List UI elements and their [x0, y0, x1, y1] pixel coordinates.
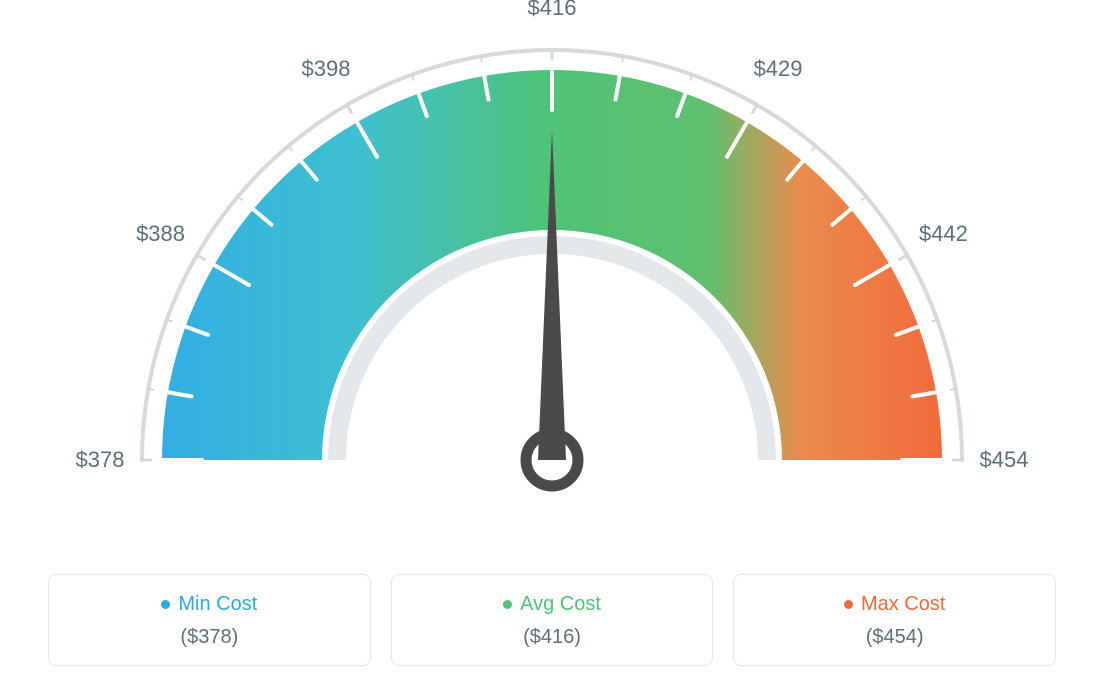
legend-min-label: Min Cost: [178, 593, 257, 616]
gauge-tick-label: $416: [528, 0, 577, 21]
legend-max-card: Max Cost ($454): [733, 574, 1056, 666]
legend-row: Min Cost ($378) Avg Cost ($416) Max Cost…: [48, 574, 1056, 666]
gauge-svg: [90, 0, 1014, 560]
legend-min-dot: [161, 600, 170, 609]
gauge-tick-label: $388: [136, 221, 185, 247]
legend-max-dot: [844, 600, 853, 609]
gauge-tick-label: $454: [980, 447, 1029, 473]
legend-min-card: Min Cost ($378): [48, 574, 371, 666]
legend-max-label: Max Cost: [861, 593, 945, 616]
gauge-tick-label: $429: [754, 56, 803, 82]
gauge-tick-label: $442: [919, 221, 968, 247]
legend-max-value: ($454): [744, 626, 1045, 649]
legend-avg-dot: [503, 600, 512, 609]
gauge-tick-label: $398: [302, 56, 351, 82]
legend-avg-card: Avg Cost ($416): [391, 574, 714, 666]
legend-avg-value: ($416): [402, 626, 703, 649]
legend-min-value: ($378): [59, 626, 360, 649]
legend-avg-label: Avg Cost: [520, 593, 601, 616]
gauge-chart: $378 $388 $398 $416 $429 $442 $454: [0, 0, 1104, 560]
gauge-tick-label: $378: [76, 447, 125, 473]
